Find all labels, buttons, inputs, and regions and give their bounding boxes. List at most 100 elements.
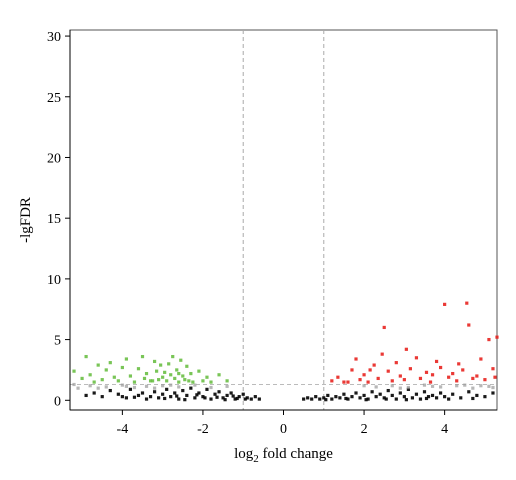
data-point xyxy=(225,379,229,383)
data-point xyxy=(177,397,181,401)
data-point xyxy=(408,367,412,371)
x-tick-label: 2 xyxy=(361,422,368,437)
data-point xyxy=(439,391,443,395)
data-point xyxy=(161,392,165,396)
data-point xyxy=(362,373,366,377)
data-point xyxy=(404,347,408,351)
x-tick-label: -4 xyxy=(117,422,129,437)
data-point xyxy=(374,395,378,399)
data-point xyxy=(175,368,179,372)
data-point xyxy=(491,385,495,390)
data-point xyxy=(100,378,104,382)
data-point xyxy=(461,368,465,372)
x-axis-title-suffix: fold change xyxy=(259,446,333,462)
y-tick-label: 10 xyxy=(47,273,61,288)
data-point xyxy=(181,374,185,378)
data-point xyxy=(370,390,374,394)
data-point xyxy=(366,397,370,401)
data-point xyxy=(414,392,419,396)
data-point xyxy=(197,369,201,373)
data-point xyxy=(189,386,193,390)
data-point xyxy=(171,354,175,359)
data-point xyxy=(439,365,443,370)
data-point xyxy=(455,384,459,388)
data-point xyxy=(326,393,330,398)
y-tick-label: 15 xyxy=(47,212,61,227)
data-point xyxy=(471,386,475,390)
data-point xyxy=(140,354,145,359)
data-point xyxy=(418,376,423,381)
data-point xyxy=(165,379,169,383)
data-point xyxy=(161,375,165,379)
x-tick-label: 4 xyxy=(441,422,448,437)
data-point xyxy=(362,384,366,388)
data-point xyxy=(390,393,394,398)
data-point xyxy=(185,364,189,368)
y-tick-label: 0 xyxy=(54,394,61,409)
data-point xyxy=(169,373,173,377)
data-point xyxy=(132,380,137,384)
data-point xyxy=(116,392,120,396)
x-tick-label: 0 xyxy=(280,422,287,437)
data-point xyxy=(177,380,181,384)
data-point xyxy=(84,354,88,359)
x-axis-title: log2 fold change xyxy=(234,446,333,465)
data-point xyxy=(471,376,475,381)
data-point xyxy=(471,396,475,401)
data-point xyxy=(241,392,245,396)
data-point xyxy=(96,386,100,390)
data-point xyxy=(459,396,463,400)
data-point xyxy=(410,396,415,400)
data-point xyxy=(430,393,435,398)
data-point xyxy=(455,379,459,383)
data-point xyxy=(201,395,205,399)
data-point xyxy=(483,395,487,399)
data-point xyxy=(215,395,219,399)
data-point xyxy=(358,396,362,400)
threshold-lines xyxy=(70,30,497,410)
data-point xyxy=(183,378,187,382)
data-point xyxy=(398,386,402,390)
data-point xyxy=(402,395,406,399)
data-point xyxy=(148,395,153,399)
data-point xyxy=(443,395,447,399)
data-point xyxy=(336,375,340,379)
data-point xyxy=(483,378,487,382)
data-point xyxy=(84,393,88,398)
data-point xyxy=(467,390,471,394)
data-point xyxy=(451,371,455,376)
data-point xyxy=(354,357,358,361)
data-point xyxy=(493,375,497,379)
data-point xyxy=(144,384,149,388)
data-point xyxy=(384,397,388,401)
data-point xyxy=(209,385,213,390)
data-point xyxy=(390,384,394,388)
data-point xyxy=(374,385,378,389)
data-point xyxy=(197,391,201,395)
data-point xyxy=(491,391,495,395)
y-tick-label: 20 xyxy=(47,151,61,166)
data-point xyxy=(193,396,197,400)
data-point xyxy=(354,391,358,395)
data-point xyxy=(402,378,406,382)
data-point xyxy=(310,397,314,401)
data-point xyxy=(124,384,128,388)
data-point xyxy=(217,390,221,394)
data-point xyxy=(342,392,346,396)
data-point xyxy=(124,396,128,400)
data-point xyxy=(235,396,239,401)
data-point xyxy=(487,384,491,388)
data-point xyxy=(253,395,257,399)
data-point xyxy=(428,380,433,384)
data-point xyxy=(136,393,141,398)
data-point xyxy=(152,390,157,394)
data-point xyxy=(92,380,96,384)
data-point xyxy=(479,357,483,361)
data-point xyxy=(225,384,229,388)
data-point xyxy=(140,391,145,395)
data-point xyxy=(144,371,149,376)
y-tick-label: 5 xyxy=(54,334,61,349)
data-point xyxy=(364,398,368,402)
x-axis-title-subscript: 2 xyxy=(253,453,259,465)
data-point xyxy=(376,376,380,381)
